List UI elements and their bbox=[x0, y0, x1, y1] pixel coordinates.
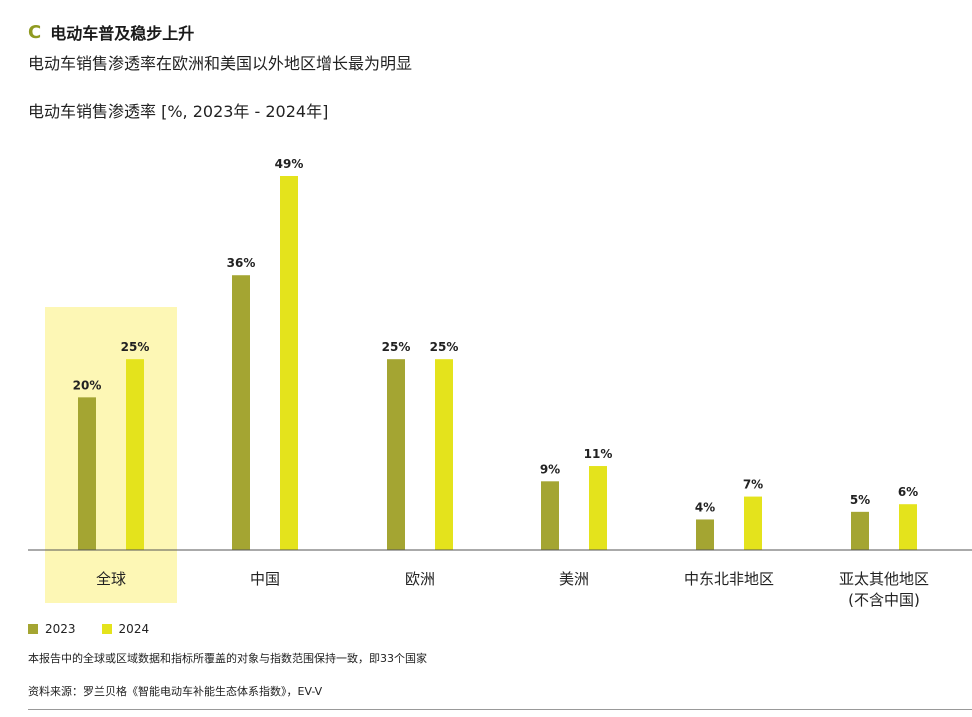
bar-2024-2 bbox=[435, 359, 453, 550]
bar-2023-4 bbox=[696, 519, 714, 550]
highlight-panel bbox=[45, 307, 177, 603]
legend-label-2023: 2023 bbox=[45, 622, 76, 636]
category-label-0: 全球 bbox=[96, 570, 126, 588]
title-row: C 电动车普及稳步上升 bbox=[28, 20, 412, 44]
bar-2023-3 bbox=[541, 481, 559, 550]
data-label-2024-2: 25% bbox=[430, 340, 459, 354]
chart-subtitle: 电动车销售渗透率在欧洲和美国以外地区增长最为明显 bbox=[28, 54, 413, 73]
source-note: 资料来源：罗兰贝格《智能电动车补能生态体系指数》，EV-V bbox=[28, 685, 323, 698]
bar-2023-2 bbox=[387, 359, 405, 550]
bar-2023-5 bbox=[851, 511, 869, 550]
category-label-4: 中东北非地区 bbox=[684, 570, 774, 588]
data-label-2023-5: 5% bbox=[850, 493, 870, 507]
legend-item-2024: 2024 bbox=[101, 622, 150, 636]
bar-2023-0 bbox=[78, 397, 96, 550]
data-label-2024-4: 7% bbox=[743, 478, 763, 492]
legend-swatch-2024 bbox=[101, 624, 112, 634]
data-label-2024-1: 49% bbox=[275, 157, 304, 171]
data-label-2023-2: 25% bbox=[382, 340, 411, 354]
category-label-5-line-1: (不含中国) bbox=[848, 591, 920, 609]
section-letter: C bbox=[28, 21, 42, 43]
coverage-note: 本报告中的全球或区域数据和指标所覆盖的对象与指数范围保持一致，即33个国家 bbox=[28, 652, 427, 665]
data-label-2024-5: 6% bbox=[898, 485, 918, 499]
data-label-2024-0: 25% bbox=[121, 340, 150, 354]
data-label-2023-3: 9% bbox=[540, 462, 560, 476]
bar-2024-4 bbox=[744, 496, 762, 550]
legend-swatch-2023 bbox=[28, 624, 38, 634]
chart-measure-label: 电动车销售渗透率 [%, 2023年 - 2024年] bbox=[28, 102, 329, 121]
bar-2023-1 bbox=[232, 275, 250, 550]
data-label-2023-0: 20% bbox=[73, 378, 102, 392]
category-label-3: 美洲 bbox=[559, 570, 589, 588]
legend: 2023 2024 bbox=[28, 622, 149, 636]
data-label-2023-1: 36% bbox=[227, 256, 256, 270]
legend-item-2023: 2023 bbox=[28, 622, 76, 636]
bar-2024-1 bbox=[280, 176, 298, 550]
header: C 电动车普及稳步上升 电动车销售渗透率在欧洲和美国以外地区增长最为明显 bbox=[28, 20, 412, 74]
data-label-2024-3: 11% bbox=[584, 447, 613, 461]
bottom-divider bbox=[28, 709, 972, 710]
bar-2024-5 bbox=[899, 504, 917, 550]
bar-2024-3 bbox=[589, 466, 607, 550]
category-label-1: 中国 bbox=[250, 570, 280, 588]
category-label-5-line-0: 亚太其他地区 bbox=[839, 570, 929, 588]
chart-title: 电动车普及稳步上升 bbox=[50, 24, 195, 43]
data-label-2023-4: 4% bbox=[695, 500, 715, 514]
bar-2024-0 bbox=[126, 359, 144, 550]
category-label-2: 欧洲 bbox=[405, 570, 435, 588]
legend-label-2024: 2024 bbox=[118, 622, 150, 636]
